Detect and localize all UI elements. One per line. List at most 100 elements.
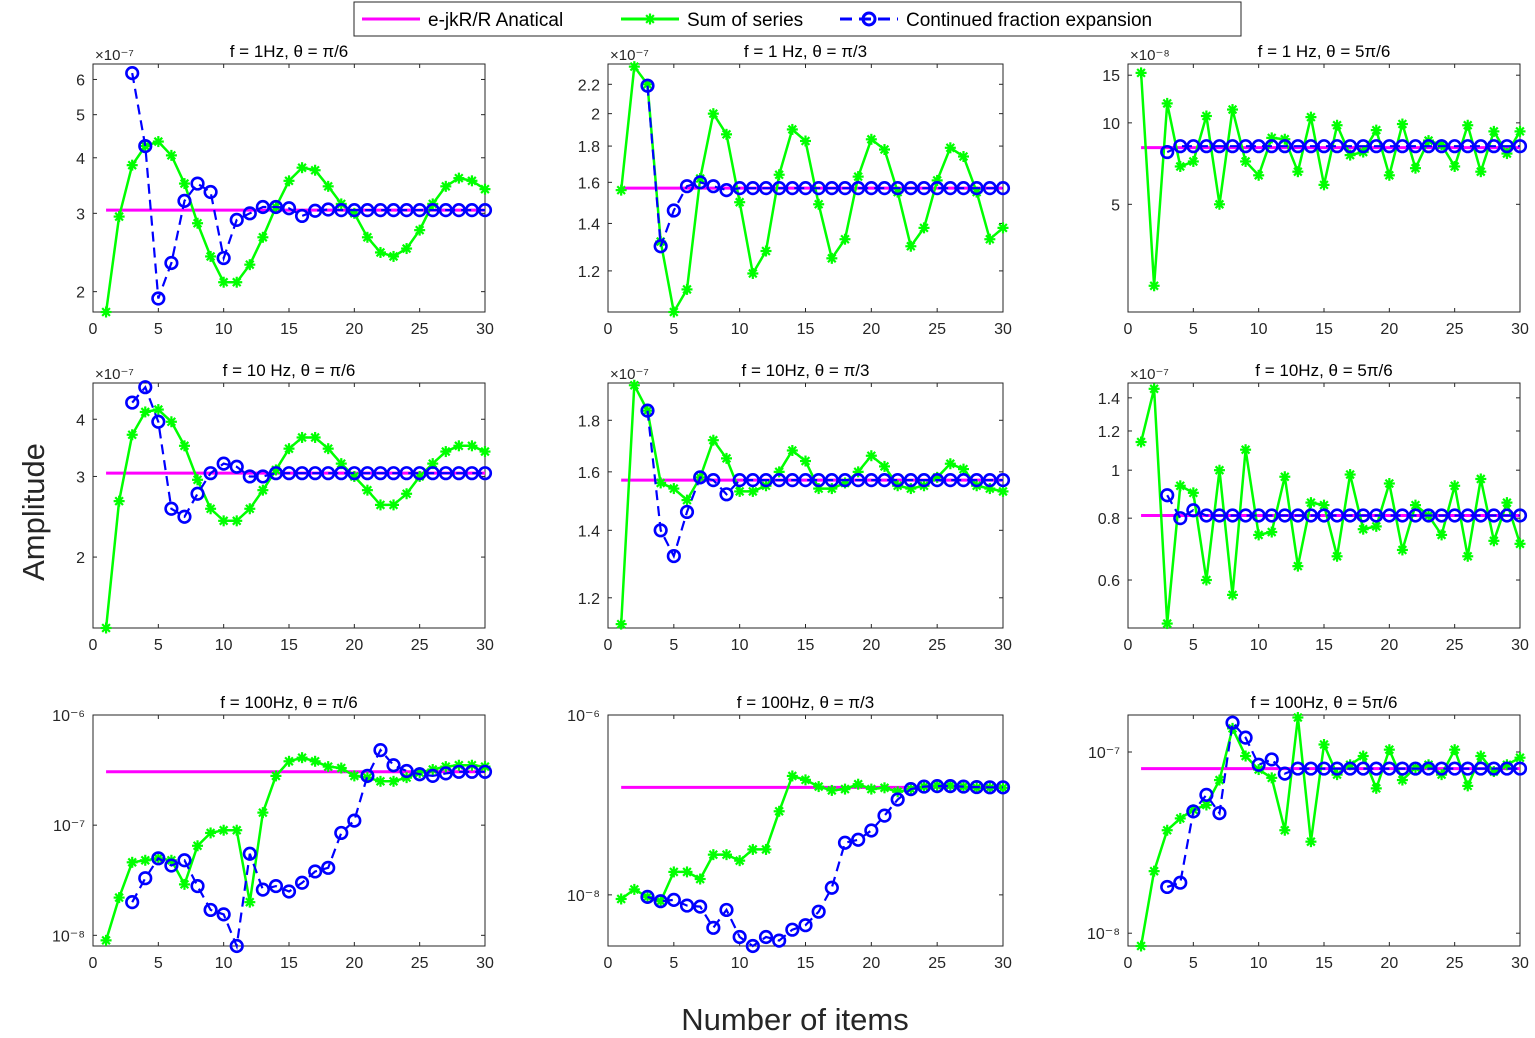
series-point — [628, 61, 640, 73]
cfe-point — [412, 466, 427, 481]
series-point — [760, 245, 772, 257]
cfe-point — [1329, 761, 1345, 776]
series-point — [668, 306, 680, 318]
series-point — [681, 283, 693, 295]
series-point — [1266, 772, 1278, 784]
cfe-point — [1290, 508, 1305, 523]
cfe-point — [1238, 730, 1253, 745]
series-point — [1292, 711, 1304, 723]
cfe-point — [1199, 139, 1214, 154]
cfe-point — [930, 181, 945, 196]
series-point — [1344, 469, 1356, 481]
cfe-point — [943, 778, 958, 794]
cfe-point — [464, 203, 480, 218]
cfe-point — [1447, 508, 1462, 523]
cfe-point — [321, 466, 336, 481]
cfe-point — [125, 895, 140, 910]
cfe-point — [758, 929, 774, 945]
cfe-point — [877, 473, 892, 488]
x-tick-label: 10 — [731, 637, 749, 654]
cfe-point — [956, 181, 971, 196]
series-point — [401, 488, 413, 500]
cfe-point — [1434, 761, 1449, 776]
series-point — [1514, 752, 1526, 764]
cfe-point — [151, 291, 166, 306]
cfe-point — [425, 466, 440, 481]
cfe-point — [811, 181, 826, 196]
cfe-point — [177, 193, 192, 208]
subplot-title: f = 10Hz, θ = π/3 — [742, 361, 870, 380]
cfe-point — [864, 823, 879, 838]
cfe-point — [864, 181, 879, 196]
series-point — [681, 866, 693, 878]
y-tick-label: 10⁻⁸ — [52, 928, 85, 945]
cfe-point — [399, 466, 414, 481]
cfe-point — [1303, 508, 1319, 523]
x-tick-label: 25 — [411, 955, 429, 972]
cfe-point — [438, 766, 453, 781]
cfe-point — [679, 898, 695, 913]
series-point — [628, 379, 640, 391]
x-tick-label: 30 — [476, 321, 494, 338]
cfe-point — [1277, 139, 1292, 154]
cfe-point — [706, 179, 721, 194]
y-tick-label: 4 — [76, 151, 85, 168]
cfe-point — [811, 904, 826, 919]
series-point — [374, 499, 386, 511]
cfe-point — [1512, 508, 1528, 523]
x-tick-label: 15 — [797, 955, 815, 972]
cfe-point — [477, 764, 493, 779]
cfe-point — [151, 414, 166, 429]
y-tick-label: 1.4 — [578, 216, 600, 233]
cfe-point — [1460, 139, 1475, 154]
series-point — [813, 198, 825, 210]
series-point — [681, 494, 693, 506]
series-point — [800, 135, 811, 147]
cfe-point — [1225, 508, 1240, 523]
cfe-point — [653, 239, 668, 254]
x-tick-label: 30 — [1511, 637, 1529, 654]
cfe-point — [1329, 508, 1345, 523]
series-point — [747, 843, 759, 855]
series-point — [773, 805, 785, 817]
legend-series-marker — [644, 13, 656, 25]
cfe-point — [216, 456, 231, 471]
x-tick-label: 0 — [89, 321, 98, 338]
y-tick-label: 15 — [1102, 68, 1120, 85]
cfe-point — [1473, 139, 1488, 154]
series-point — [361, 231, 373, 243]
series-point — [997, 222, 1009, 234]
cfe-point — [1277, 508, 1292, 523]
series-point — [1292, 560, 1304, 572]
cfe-point — [969, 181, 984, 196]
cfe-point — [1408, 761, 1423, 776]
series-point — [1253, 529, 1265, 541]
series-point — [139, 406, 151, 418]
cfe-point — [386, 203, 401, 218]
series-point — [1449, 744, 1461, 756]
series-point — [257, 231, 269, 243]
series-point — [1253, 169, 1265, 181]
cfe-point — [334, 466, 349, 481]
cfe-point — [1264, 752, 1279, 767]
x-tick-label: 10 — [1250, 955, 1268, 972]
y-tick-label: 1.6 — [578, 175, 600, 192]
series-point — [1148, 865, 1160, 877]
cfe-point — [138, 380, 153, 395]
cfe-point — [982, 181, 997, 196]
series-point — [1396, 774, 1408, 786]
cfe-point — [229, 212, 244, 227]
series-point — [283, 443, 295, 455]
series-point — [1279, 471, 1291, 483]
cfe-point — [785, 922, 800, 937]
cfe-point — [679, 504, 695, 520]
series-point — [1370, 782, 1382, 794]
cfe-point — [464, 466, 480, 481]
series-point — [1161, 618, 1173, 630]
series-point — [1213, 198, 1225, 210]
cfe-point — [1408, 508, 1423, 523]
cfe-point — [798, 181, 813, 196]
cfe-point — [177, 853, 192, 868]
